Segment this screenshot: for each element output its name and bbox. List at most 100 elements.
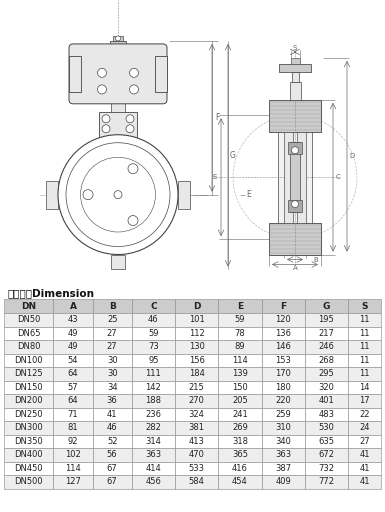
Text: 43: 43: [68, 315, 78, 324]
Bar: [54, 380, 92, 394]
Bar: [178, 181, 190, 208]
Bar: [348, 435, 381, 448]
Text: 295: 295: [318, 369, 334, 378]
Text: 114: 114: [65, 464, 81, 473]
Text: 127: 127: [65, 477, 81, 486]
Text: 236: 236: [146, 410, 161, 419]
Text: E: E: [246, 190, 251, 199]
Text: 365: 365: [232, 450, 248, 459]
Text: 470: 470: [189, 450, 204, 459]
Bar: [261, 380, 305, 394]
Bar: [92, 340, 132, 353]
Text: 41: 41: [359, 450, 370, 459]
Text: DN80: DN80: [17, 343, 40, 351]
Text: 46: 46: [148, 315, 159, 324]
Text: 414: 414: [146, 464, 161, 473]
Text: 101: 101: [189, 315, 204, 324]
Bar: [4, 435, 54, 448]
Bar: [279, 64, 311, 72]
Bar: [305, 435, 348, 448]
Bar: [111, 254, 125, 269]
Bar: [348, 327, 381, 340]
Text: 64: 64: [68, 396, 78, 406]
Text: 220: 220: [275, 396, 291, 406]
Bar: [4, 394, 54, 408]
Bar: [348, 421, 381, 435]
Text: 340: 340: [275, 437, 291, 446]
Bar: [297, 132, 306, 223]
Text: 120: 120: [275, 315, 291, 324]
Text: 268: 268: [318, 356, 335, 365]
Text: 416: 416: [232, 464, 248, 473]
Text: 64: 64: [68, 369, 78, 378]
Bar: [288, 200, 302, 212]
Bar: [155, 56, 167, 92]
Text: 456: 456: [146, 477, 161, 486]
Bar: [110, 41, 126, 48]
Text: 41: 41: [359, 464, 370, 473]
Text: 146: 146: [275, 343, 291, 351]
Text: 381: 381: [189, 423, 204, 432]
Text: F: F: [215, 113, 219, 122]
Bar: [348, 367, 381, 380]
Text: D: D: [193, 302, 200, 311]
Text: 49: 49: [68, 343, 78, 351]
Bar: [261, 435, 305, 448]
Bar: [92, 367, 132, 380]
Text: DN200: DN200: [14, 396, 43, 406]
Bar: [348, 394, 381, 408]
Text: 401: 401: [318, 396, 334, 406]
Bar: [305, 353, 348, 367]
Bar: [175, 435, 218, 448]
Bar: [132, 461, 175, 475]
Circle shape: [58, 135, 178, 254]
Text: 142: 142: [146, 383, 161, 392]
Text: 59: 59: [148, 329, 159, 338]
Text: 67: 67: [107, 477, 117, 486]
Text: 22: 22: [359, 410, 370, 419]
Bar: [4, 299, 54, 313]
Bar: [54, 461, 92, 475]
Bar: [218, 380, 261, 394]
Text: 217: 217: [318, 329, 334, 338]
Bar: [4, 475, 54, 488]
Text: 413: 413: [189, 437, 204, 446]
Text: 318: 318: [232, 437, 248, 446]
Bar: [175, 313, 218, 327]
Bar: [290, 142, 300, 212]
Text: E: E: [237, 302, 243, 311]
Bar: [92, 408, 132, 421]
Bar: [132, 327, 175, 340]
Circle shape: [102, 125, 110, 133]
Bar: [305, 408, 348, 421]
Bar: [4, 448, 54, 461]
Bar: [348, 461, 381, 475]
Text: 409: 409: [275, 477, 291, 486]
Bar: [291, 58, 300, 64]
Bar: [54, 367, 92, 380]
Bar: [305, 475, 348, 488]
Circle shape: [129, 68, 139, 77]
Bar: [54, 353, 92, 367]
Text: 270: 270: [189, 396, 204, 406]
Bar: [92, 353, 132, 367]
Bar: [261, 394, 305, 408]
Text: 188: 188: [146, 396, 161, 406]
Text: 136: 136: [275, 329, 291, 338]
Bar: [175, 448, 218, 461]
Bar: [4, 313, 54, 327]
Bar: [348, 448, 381, 461]
Text: 外形尺寸Dimension: 外形尺寸Dimension: [8, 288, 95, 298]
Bar: [175, 299, 218, 313]
Text: DN350: DN350: [14, 437, 43, 446]
Text: 241: 241: [232, 410, 248, 419]
Bar: [348, 313, 381, 327]
Text: 112: 112: [189, 329, 204, 338]
Bar: [305, 299, 348, 313]
Bar: [92, 394, 132, 408]
Text: DN100: DN100: [14, 356, 43, 365]
Bar: [92, 299, 132, 313]
Bar: [92, 421, 132, 435]
Text: S: S: [293, 45, 297, 51]
Text: 27: 27: [107, 343, 117, 351]
